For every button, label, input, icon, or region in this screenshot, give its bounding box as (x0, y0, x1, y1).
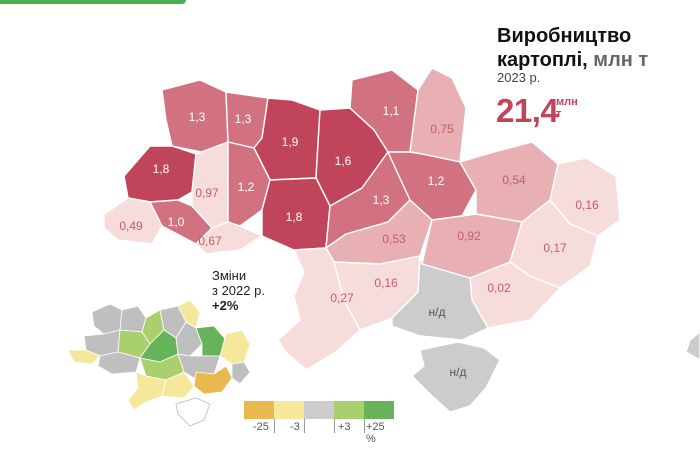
legend-swatch-neutral (304, 401, 334, 419)
region-label: 0,97 (195, 186, 219, 200)
inset-region (177, 353, 221, 379)
region-chernivtsi[interactable] (195, 221, 263, 255)
legend-divider (334, 419, 335, 433)
region-label: 0,67 (198, 234, 222, 248)
legend-swatch-decrease (274, 401, 304, 419)
legend-swatch-strong-decrease (244, 401, 274, 419)
region-kherson[interactable] (391, 255, 489, 341)
title-line-1: Виробництво (497, 25, 632, 47)
inset-region (119, 305, 147, 333)
region-label: 1,3 (189, 110, 206, 124)
changes-line-1: Зміни (212, 268, 247, 283)
legend-tick: +3 (338, 421, 351, 433)
region-label: н/д (429, 305, 446, 319)
region-label: 1,2 (428, 174, 445, 188)
total-unit-line-1: млн (556, 96, 578, 108)
legend-swatch-strong-increase (364, 401, 394, 419)
region-sumy[interactable] (409, 67, 467, 163)
region-label: 1,6 (335, 154, 352, 168)
inset-region (67, 349, 101, 365)
legend-divider (364, 419, 365, 433)
region-label: 0,27 (330, 291, 354, 305)
title-year: 2023 р. (497, 70, 541, 85)
change-inset-map (67, 299, 251, 427)
region-label: 1,8 (286, 210, 303, 224)
region-label: 0,92 (457, 229, 481, 243)
region-label: 0,49 (119, 219, 143, 233)
title-subject: картоплі, (497, 49, 588, 71)
inset-region (175, 397, 211, 427)
inset-region (161, 371, 195, 399)
region-label: 1,3 (373, 193, 390, 207)
region-label: 1,9 (282, 135, 299, 149)
legend-tick: -3 (290, 421, 300, 433)
region-label: 1,8 (153, 162, 170, 176)
total-unit-line-2: т (556, 108, 562, 120)
legend-swatch-increase (334, 401, 364, 419)
region-label: 0,53 (382, 232, 406, 246)
region-label: 1,1 (383, 104, 400, 118)
map-title: Виробництво картоплі, млн т (497, 24, 648, 72)
region-label: 0,02 (487, 281, 511, 295)
inset-region (91, 303, 123, 335)
legend-divider (304, 419, 305, 433)
region-label: 0,16 (374, 276, 398, 290)
legend-tick: +25 % (366, 421, 385, 445)
changes-caption: Зміни з 2022 р. +2% (212, 268, 265, 313)
region-crimea[interactable] (411, 341, 501, 413)
top-accent-bar (0, 0, 186, 4)
legend-tick: -25 (253, 421, 269, 433)
legend-divider (274, 419, 275, 433)
region-label: н/д (450, 365, 467, 379)
title-unit: млн т (593, 49, 649, 71)
region-labels: 1,3 1,3 1,9 1,6 1,1 0,75 1,8 0,97 1,2 1,… (119, 104, 599, 379)
inset-region (177, 299, 201, 329)
region-label: 0,75 (430, 122, 454, 136)
map-edge-fragment (685, 331, 700, 361)
region-zakarpattia[interactable] (103, 197, 163, 245)
title-line-2: картоплі, млн т (497, 48, 648, 72)
changes-line-2: з 2022 р. (212, 283, 265, 298)
inset-region (127, 371, 167, 411)
inset-region (231, 361, 251, 385)
region-label: 0,54 (502, 173, 526, 187)
region-label: 0,17 (543, 241, 567, 255)
total-value: 21,4 (496, 92, 559, 129)
region-label: 1,2 (238, 180, 255, 194)
region-label: 0,16 (575, 198, 599, 212)
total-unit: млн т (556, 96, 578, 120)
changes-value: +2% (212, 298, 239, 313)
inset-region (219, 329, 251, 365)
region-label: 1,0 (168, 215, 185, 229)
region-label: 1,3 (235, 112, 252, 126)
inset-region (193, 365, 233, 395)
